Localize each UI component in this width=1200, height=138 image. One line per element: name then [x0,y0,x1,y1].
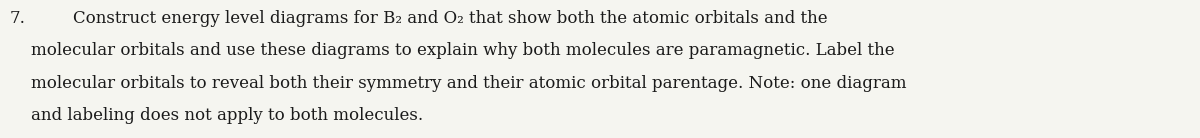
Text: and labeling does not apply to both molecules.: and labeling does not apply to both mole… [10,107,422,124]
Text: Construct energy level diagrams for B₂ and O₂ that show both the atomic orbitals: Construct energy level diagrams for B₂ a… [10,10,827,27]
Text: 7.: 7. [10,10,25,27]
Text: molecular orbitals to reveal both their symmetry and their atomic orbital parent: molecular orbitals to reveal both their … [10,75,906,91]
Text: molecular orbitals and use these diagrams to explain why both molecules are para: molecular orbitals and use these diagram… [10,42,894,59]
